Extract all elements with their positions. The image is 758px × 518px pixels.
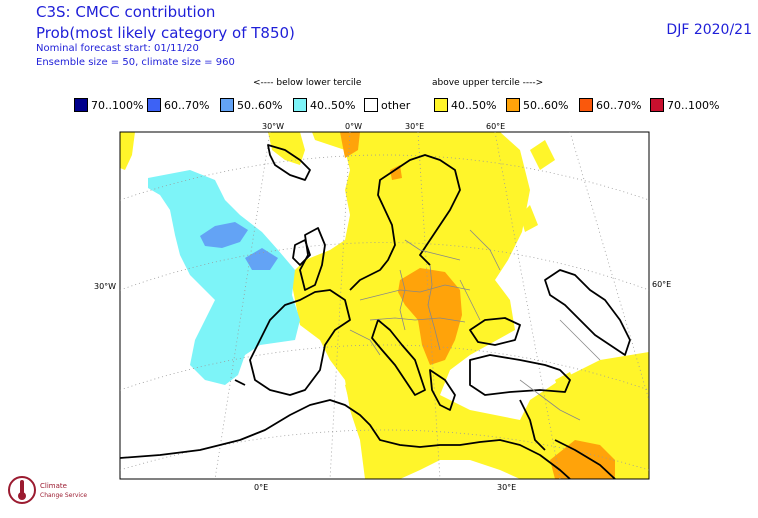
chart-subtitle: Prob(most likely category of T850) bbox=[36, 24, 295, 42]
legend-item: 70..100% bbox=[74, 96, 143, 114]
legend-label: 70..100% bbox=[667, 98, 720, 112]
legend-swatch bbox=[147, 98, 161, 112]
legend-label: 60..70% bbox=[164, 98, 210, 112]
tick-label: 30°E bbox=[497, 483, 516, 492]
thermometer-logo-icon: Climate Change Service bbox=[8, 476, 87, 504]
legend-swatch bbox=[506, 98, 520, 112]
legend-swatch bbox=[434, 98, 448, 112]
tick-label: 60°E bbox=[486, 122, 505, 131]
legend-label: 40..50% bbox=[451, 98, 497, 112]
country-borders bbox=[349, 229, 601, 421]
legend-label: other bbox=[381, 98, 411, 112]
legend-label: 50..60% bbox=[523, 98, 569, 112]
legend-item: 50..60% bbox=[220, 96, 282, 114]
tick-label: 60°E bbox=[652, 280, 671, 289]
legend-label: 60..70% bbox=[596, 98, 642, 112]
legend-item: 60..70% bbox=[579, 96, 641, 114]
forecast-start-text: Nominal forecast start: 01/11/20 bbox=[36, 43, 199, 54]
ensemble-size-text: Ensemble size = 50, climate size = 960 bbox=[36, 57, 235, 68]
legend-swatch bbox=[364, 98, 378, 112]
map-frame bbox=[119, 131, 650, 480]
tick-label: 30°W bbox=[262, 122, 284, 131]
legend-item: 40..50% bbox=[293, 96, 355, 114]
below-tercile-label: <---- below lower tercile bbox=[253, 78, 362, 88]
coastlines bbox=[120, 144, 631, 479]
tick-label: 30°E bbox=[405, 122, 424, 131]
legend-item: 60..70% bbox=[147, 96, 209, 114]
below-40-50-regions bbox=[148, 170, 300, 385]
legend-label: 40..50% bbox=[310, 98, 356, 112]
tick-label: 0°E bbox=[254, 483, 268, 492]
season-label: DJF 2020/21 bbox=[666, 22, 752, 38]
logo-text: Climate bbox=[40, 482, 67, 490]
legend-swatch bbox=[650, 98, 664, 112]
copernicus-logo: Climate Change Service bbox=[4, 472, 104, 512]
legend-item: 70..100% bbox=[650, 96, 719, 114]
legend-swatch bbox=[579, 98, 593, 112]
tick-label: 0°W bbox=[345, 122, 362, 131]
logo-text: Change Service bbox=[40, 492, 87, 499]
chart-title: C3S: CMCC contribution bbox=[36, 3, 216, 21]
legend-swatch bbox=[293, 98, 307, 112]
legend-label: 50..60% bbox=[237, 98, 283, 112]
tick-label: 30°W bbox=[94, 282, 116, 291]
legend-swatch bbox=[74, 98, 88, 112]
below-50-60-regions bbox=[200, 222, 278, 270]
legend-item: other bbox=[364, 96, 410, 114]
legend-item: 50..60% bbox=[506, 96, 568, 114]
above-tercile-label: above upper tercile ----> bbox=[432, 78, 544, 88]
legend-label: 70..100% bbox=[91, 98, 144, 112]
legend-swatch bbox=[220, 98, 234, 112]
legend-item: 40..50% bbox=[434, 96, 496, 114]
